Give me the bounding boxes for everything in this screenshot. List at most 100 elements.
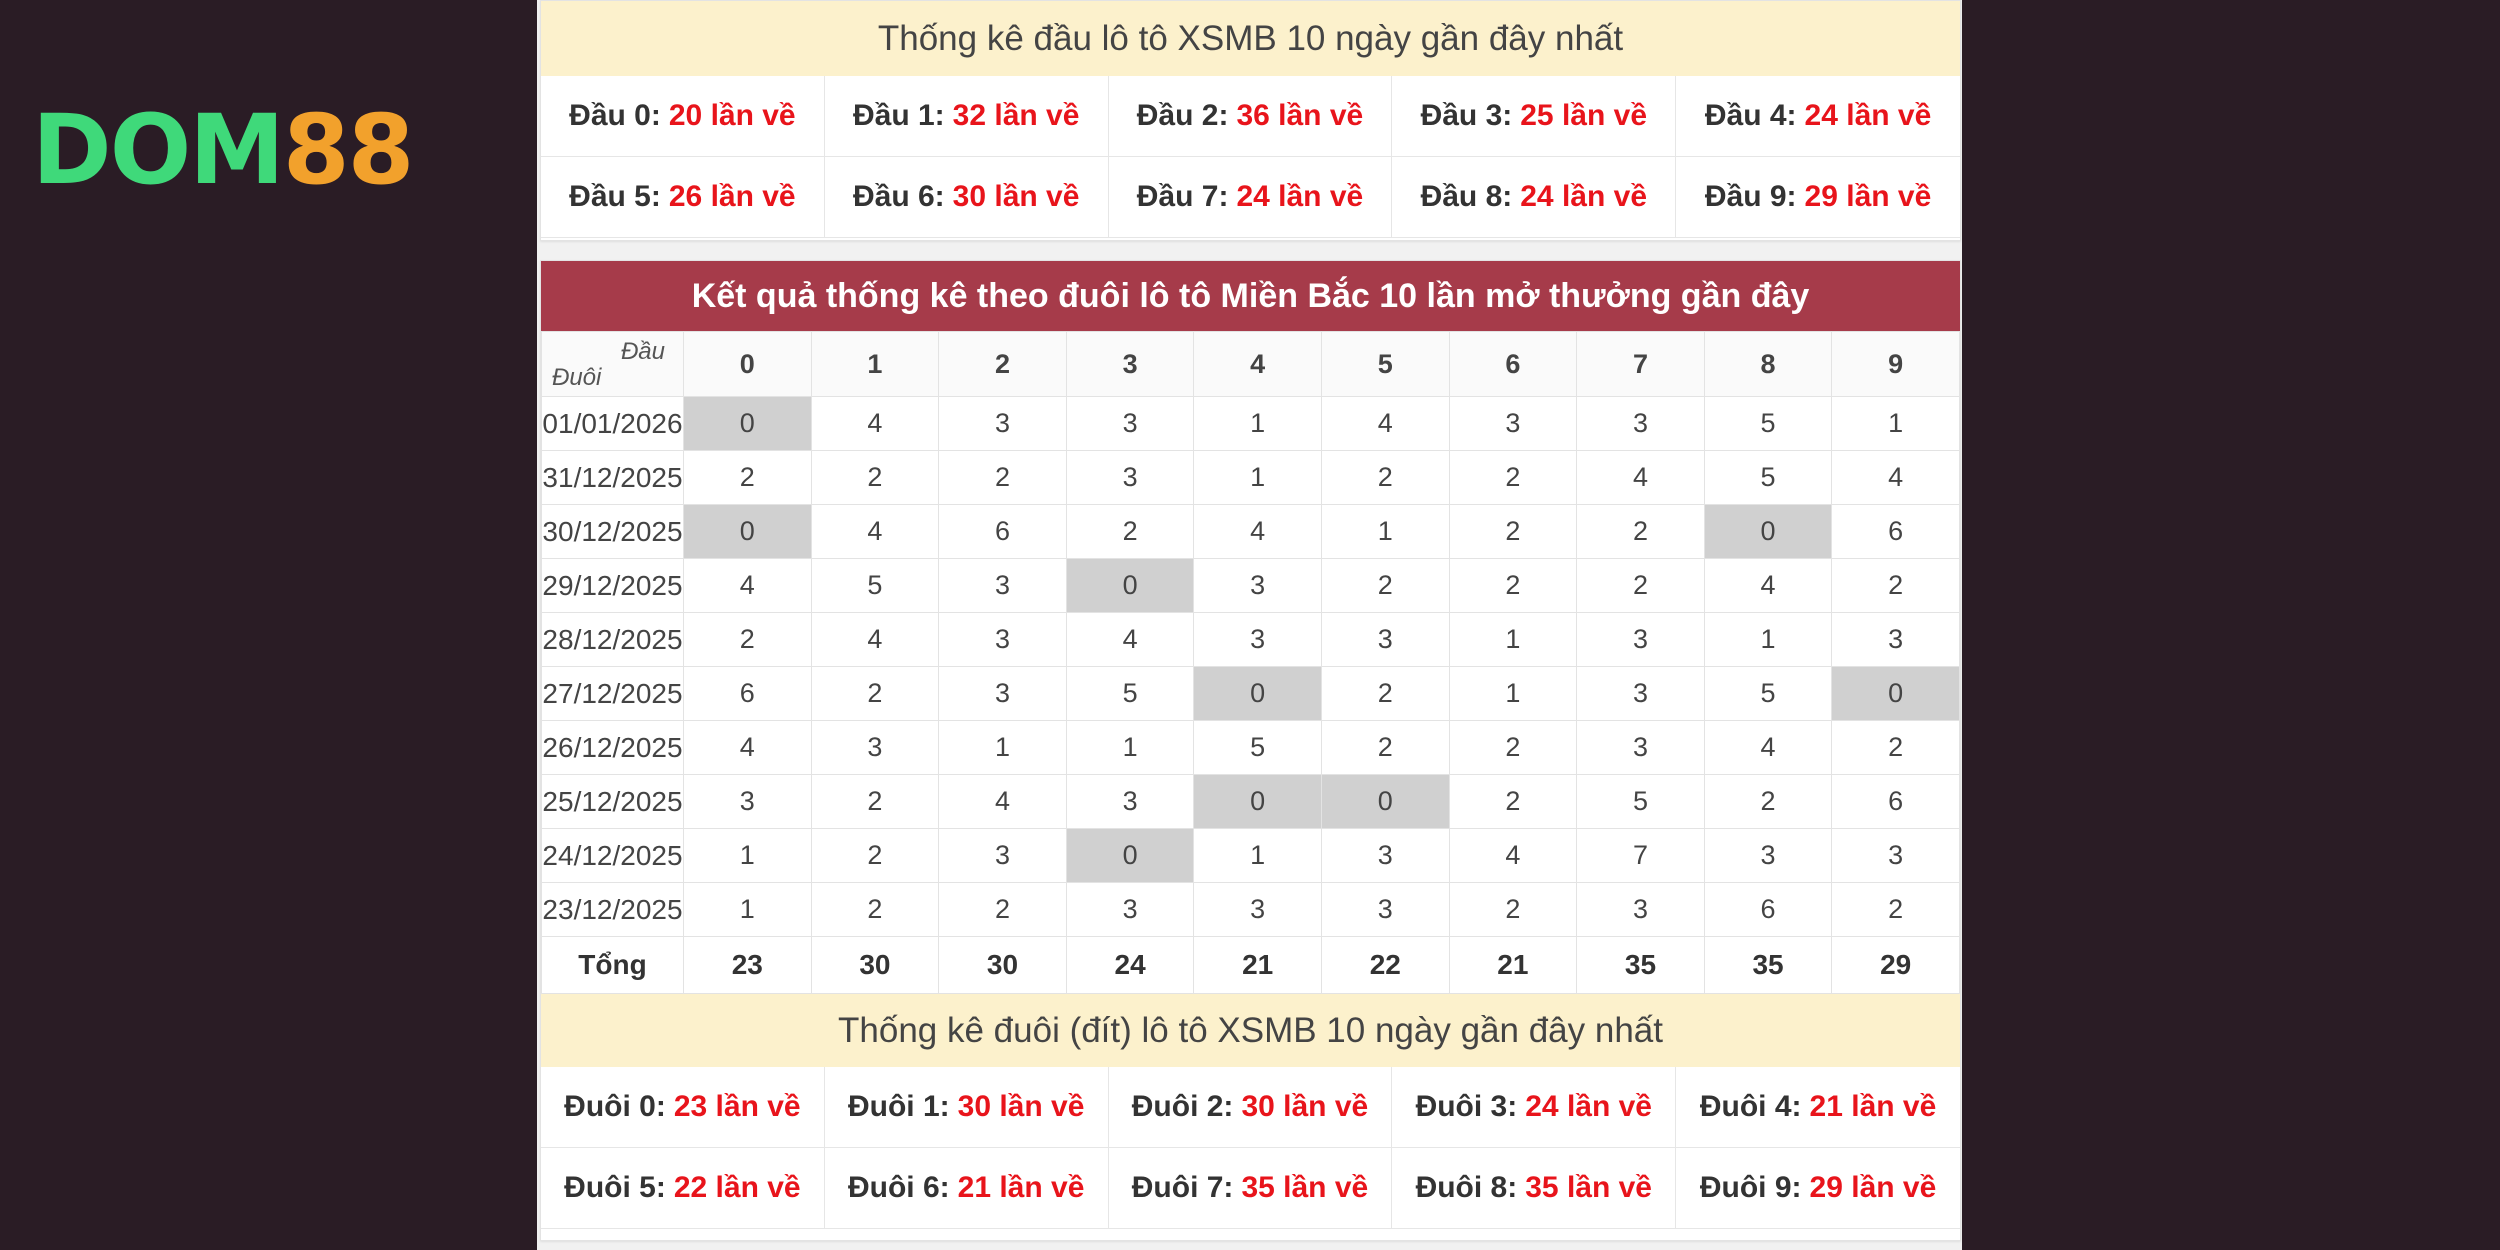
table-cell: 4 [1576, 450, 1705, 505]
dau-stat-label: Đầu 5: [569, 180, 661, 213]
dau-stat-label: Đầu 2: [1136, 99, 1229, 132]
duoi-stat-5: Đuôi 5: 22 lần về [541, 1148, 825, 1229]
table-cell: 1 [1448, 612, 1578, 667]
table-cell: 7 [1576, 828, 1705, 883]
dau-stat-label: Đầu 8: [1420, 180, 1513, 213]
total-cell: 21 [1448, 936, 1578, 994]
duoi-stat-7: Đuôi 7: 35 lần về [1108, 1148, 1393, 1229]
total-cell: 21 [1193, 936, 1322, 994]
duoi-stat-label: Đuôi 9: [1699, 1171, 1802, 1204]
table-cell: 2 [683, 612, 812, 667]
table-row: 23/12/2025 1 2 2 3 3 3 2 3 6 2 [541, 882, 1960, 937]
duoi-stat-label: Đuôi 0: [564, 1090, 666, 1123]
duoi-stat-value: 21 lần về [1809, 1090, 1937, 1123]
dau-stat-label: Đầu 1: [852, 99, 945, 132]
total-cell: 22 [1320, 936, 1450, 994]
table-cell: 1 [683, 882, 812, 937]
table-cell: 5 [1703, 450, 1833, 505]
column-header-5: 5 [1320, 331, 1450, 397]
table-cell: 3 [938, 666, 1067, 721]
table-cell: 4 [683, 558, 812, 613]
dau-stat-value: 36 lần về [1236, 99, 1364, 132]
table-cell: 3 [1831, 612, 1960, 667]
table-cell: 0 [1065, 558, 1195, 613]
corner-label-dau: Đầu [620, 338, 665, 365]
table-cell: 3 [938, 828, 1067, 883]
table-row: 27/12/2025 6 2 3 5 0 2 1 3 5 0 [541, 666, 1960, 721]
total-cell: 30 [938, 936, 1067, 994]
duoi-stat-0: Đuôi 0: 23 lần về [541, 1067, 825, 1148]
dau-stat-value: 25 lần về [1520, 99, 1648, 132]
brand-logo[interactable]: DOM88 [32, 102, 414, 198]
table-cell: 3 [1193, 558, 1322, 613]
table-cell: 1 [1193, 828, 1322, 883]
table-cell: 0 [683, 396, 812, 451]
duoi-stat-1: Đuôi 1: 30 lần về [824, 1067, 1109, 1148]
table-cell: 4 [938, 774, 1067, 829]
table-cell: 4 [1193, 504, 1322, 559]
duoi-stat-3: Đuôi 3: 24 lần về [1392, 1067, 1677, 1148]
table-cell: 4 [1448, 828, 1578, 883]
dau-stat-value: 24 lần về [1236, 180, 1364, 213]
table-cell: 3 [1065, 450, 1195, 505]
table-cell: 1 [938, 720, 1067, 775]
table-cell: 5 [1065, 666, 1195, 721]
duoi-stat-label: Đuôi 4: [1699, 1090, 1802, 1123]
table-cell: 6 [683, 666, 812, 721]
table-cell: 3 [1320, 828, 1450, 883]
table-cell: 5 [1703, 666, 1833, 721]
table-cell: 3 [1193, 882, 1322, 937]
total-cell: 24 [1065, 936, 1195, 994]
logo-text-dom: DOM [32, 94, 285, 206]
duoi-stat-label: Đuôi 7: [1131, 1171, 1234, 1204]
total-label: Tổng [541, 936, 684, 994]
duoi-stats-grid: Đuôi 0: 23 lần về Đuôi 1: 30 lần về Đuôi 2: 3… [541, 1067, 1960, 1229]
table-cell: 0 [1831, 666, 1960, 721]
duoi-stat-value: 30 lần về [1241, 1090, 1369, 1123]
duoi-stat-value: 22 lần về [673, 1171, 801, 1204]
dau-stat-7: Đầu 7: 24 lần về [1108, 157, 1393, 238]
table-cell: 2 [1448, 558, 1578, 613]
column-header-7: 7 [1576, 331, 1705, 397]
table-cell: 4 [683, 720, 812, 775]
dau-stat-label: Đầu 3: [1420, 99, 1513, 132]
total-cell: 23 [683, 936, 812, 994]
table-cell: 3 [1576, 612, 1705, 667]
dau-stats-card: Thống kê đầu lô tô XSMB 10 ngày gần đây … [540, 0, 1961, 241]
table-cell: 2 [1831, 720, 1960, 775]
duoi-stat-6: Đuôi 6: 21 lần về [824, 1148, 1109, 1229]
table-row: 30/12/2025 0 4 6 2 4 1 2 2 0 6 [541, 504, 1960, 559]
table-cell: 3 [1448, 396, 1578, 451]
table-cell: 1 [1448, 666, 1578, 721]
table-cell: 0 [1193, 666, 1322, 721]
table-cell: 4 [1320, 396, 1450, 451]
duoi-stat-label: Đuôi 8: [1415, 1171, 1518, 1204]
table-cell: 3 [1576, 666, 1705, 721]
dau-stat-label: Đầu 0: [569, 99, 661, 132]
duoi-stat-label: Đuôi 3: [1415, 1090, 1518, 1123]
table-total-row: Tổng 23 30 30 24 21 22 21 35 35 29 [541, 936, 1960, 994]
table-cell: 0 [1320, 774, 1450, 829]
table-cell: 0 [1703, 504, 1833, 559]
table-cell: 3 [1576, 720, 1705, 775]
results-table-title: Kết quả thống kê theo đuôi lô tô Miền Bắ… [541, 261, 1960, 331]
table-cell: 2 [810, 828, 940, 883]
table-row: 25/12/2025 3 2 4 3 0 0 2 5 2 6 [541, 774, 1960, 829]
dau-stats-title: Thống kê đầu lô tô XSMB 10 ngày gần đây … [541, 1, 1960, 76]
duoi-stat-9: Đuôi 9: 29 lần về [1676, 1148, 1960, 1229]
table-cell: 3 [1065, 882, 1195, 937]
row-date: 29/12/2025 [541, 558, 684, 613]
table-row: 31/12/2025 2 2 2 3 1 2 2 4 5 4 [541, 450, 1960, 505]
table-cell: 5 [1576, 774, 1705, 829]
duoi-stat-2: Đuôi 2: 30 lần về [1108, 1067, 1393, 1148]
row-date: 23/12/2025 [541, 882, 684, 937]
table-cell: 3 [1193, 612, 1322, 667]
dau-stat-value: 24 lần về [1804, 99, 1932, 132]
dau-stats-grid: Đầu 0: 20 lần về Đầu 1: 32 lần về Đầu 2: 36 l… [541, 76, 1960, 238]
table-cell: 2 [810, 450, 940, 505]
table-cell: 0 [1065, 828, 1195, 883]
table-cell: 4 [1831, 450, 1960, 505]
column-header-2: 2 [938, 331, 1067, 397]
table-cell: 2 [1831, 558, 1960, 613]
duoi-stat-value: 35 lần về [1241, 1171, 1369, 1204]
